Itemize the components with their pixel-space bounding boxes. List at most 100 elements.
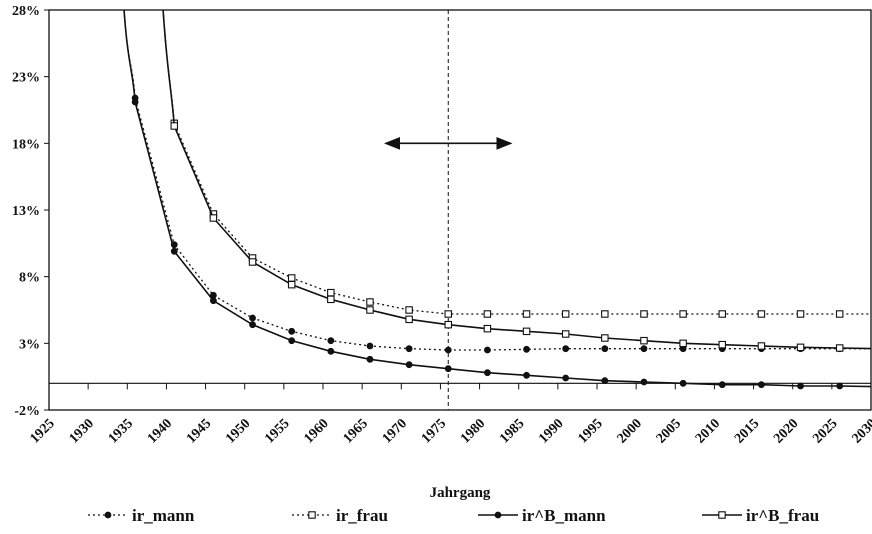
irB-mann-point <box>405 361 413 369</box>
ir-mann-point <box>249 314 256 322</box>
irB-frau-point <box>248 258 257 266</box>
irB-mann-point <box>209 297 217 305</box>
ir-frau-point <box>405 306 413 314</box>
y-tick-label: -2% <box>14 404 40 419</box>
irB-frau-point <box>757 342 766 350</box>
x-tick-label: 1995 <box>575 416 605 446</box>
irB-mann-line <box>123 10 871 388</box>
x-tick-label: 2025 <box>810 416 840 446</box>
irB-mann-point <box>288 337 296 345</box>
ir-frau-point <box>796 310 805 318</box>
irB-frau-point <box>679 339 687 348</box>
x-tick-label: 1955 <box>262 416 292 446</box>
ir-frau-point <box>601 310 609 318</box>
x-axis-ticks: 1925 1930 1935 1940 1945 1950 1955 1960 1965 1970… <box>27 383 872 447</box>
y-tick-label: 23% <box>12 71 40 86</box>
ir-mann-point <box>483 346 491 354</box>
x-tick-label: 1990 <box>536 416 566 446</box>
x-tick-label: 1930 <box>67 416 97 446</box>
ir-frau-point <box>561 310 570 318</box>
irB-mann-point <box>601 377 609 385</box>
irB-frau-point <box>287 280 296 289</box>
irB-mann-point <box>131 98 139 106</box>
irB-mann-point <box>562 374 570 382</box>
irB-mann-point <box>249 321 256 329</box>
irB-mann-point <box>327 347 335 355</box>
irB-frau-point <box>522 327 531 336</box>
ir-frau-line <box>162 10 871 315</box>
x-tick-label: 2020 <box>771 416 801 446</box>
ir-mann-point <box>444 346 452 354</box>
irB-mann-point <box>797 382 804 390</box>
legend-irB-mann-point <box>494 511 502 519</box>
x-axis-title: Jahrgang <box>430 485 491 501</box>
irB-frau-point <box>835 344 844 352</box>
irB-frau-point <box>366 306 374 314</box>
y-tick-label: 28% <box>12 4 40 19</box>
legend-item-irB-frau: ir^B_frau <box>702 506 819 525</box>
irB-mann-point <box>758 381 765 389</box>
irB-mann-point <box>836 382 844 390</box>
legend-irB-frau-point <box>718 511 726 519</box>
ir-frau-point <box>718 310 727 318</box>
ir-frau-point <box>444 310 453 318</box>
irB-frau-point <box>327 295 335 304</box>
x-tick-label: 1945 <box>184 416 214 446</box>
x-tick-label: 1925 <box>27 416 57 446</box>
x-tick-label: 1970 <box>380 416 410 446</box>
series-lines <box>123 10 871 390</box>
x-tick-label: 1960 <box>301 416 331 446</box>
irB-frau-point <box>601 334 609 342</box>
ir-frau-point <box>640 310 648 318</box>
x-tick-label: 1975 <box>419 416 449 446</box>
irB-frau-point <box>444 320 453 329</box>
irB-frau-point <box>209 214 218 222</box>
legend-item-ir-mann: ir_mann <box>88 506 195 525</box>
irB-mann-point <box>366 355 374 363</box>
x-tick-label: 2010 <box>693 416 723 446</box>
x-tick-label: 2015 <box>732 416 762 446</box>
irB-frau-point <box>170 122 179 130</box>
irB-frau-point <box>405 315 413 324</box>
ir-frau-point <box>483 310 492 318</box>
ir-mann-point <box>288 327 296 335</box>
ir-frau-point <box>327 288 335 297</box>
irB-frau-point <box>796 343 805 352</box>
irB-mann-point <box>640 378 648 386</box>
legend-item-irB-mann: ir^B_mann <box>478 506 606 525</box>
legend-ir-mann-point <box>104 511 112 519</box>
legend-label-irB-frau: ir^B_frau <box>746 506 819 525</box>
y-tick-label: 3% <box>19 337 40 352</box>
ir-mann-point <box>562 345 570 353</box>
series-irB-frau <box>162 10 871 352</box>
legend-label-ir-frau: ir_frau <box>336 506 388 525</box>
ir-mann-point <box>523 345 530 353</box>
x-tick-label: 1985 <box>497 416 527 446</box>
ir-frau-point <box>679 310 687 318</box>
x-tick-label: 1950 <box>223 416 253 446</box>
ir-mann-point <box>601 345 609 353</box>
x-tick-label: 1965 <box>341 416 371 446</box>
x-tick-label: 1935 <box>106 416 136 446</box>
y-tick-label: 18% <box>12 137 40 152</box>
irB-mann-point <box>483 369 491 377</box>
y-axis-ticks: -2% 3% 8% 13% 18% 23% 28% <box>12 4 49 419</box>
x-tick-label: 1940 <box>145 416 175 446</box>
legend: ir_mann ir_frau ir^B_mann ir^B_frau <box>88 506 819 525</box>
irB-frau-point <box>483 324 492 333</box>
legend-ir-frau-point <box>308 511 316 519</box>
annotations <box>384 10 513 410</box>
series-ir-mann <box>123 10 871 354</box>
y-tick-label: 13% <box>12 204 40 219</box>
irB-mann-point <box>679 379 687 387</box>
ir-frau-point <box>835 310 844 318</box>
series-irB-mann <box>123 10 871 390</box>
irB-frau-point <box>718 340 727 349</box>
x-tick-label: 1980 <box>458 416 488 446</box>
ir-frau-point <box>757 310 766 318</box>
ir-mann-point <box>640 345 648 353</box>
irB-mann-point <box>523 371 530 379</box>
irB-mann-point <box>718 381 726 389</box>
x-tick-label: 2005 <box>654 416 684 446</box>
